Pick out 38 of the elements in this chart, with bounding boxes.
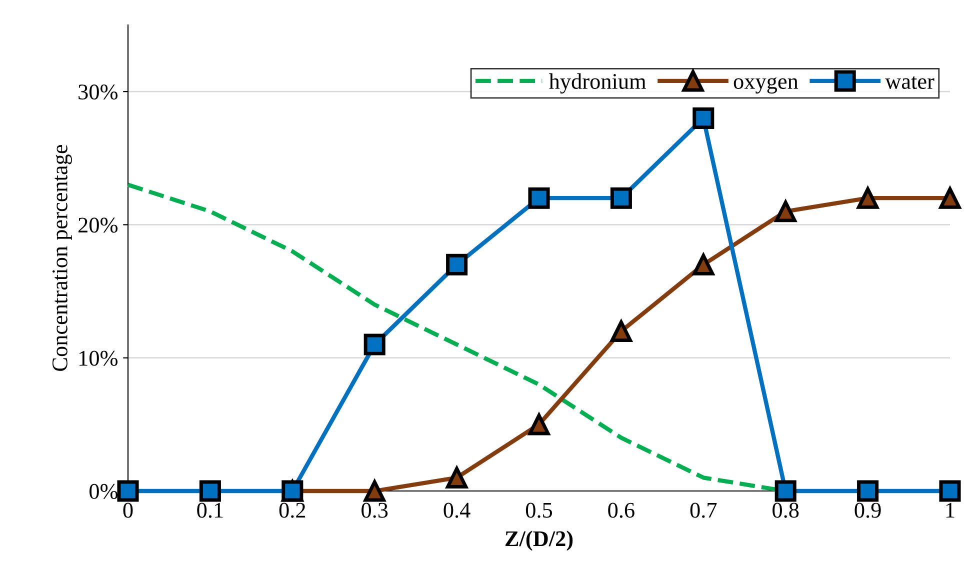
point bbox=[610, 187, 632, 209]
x-tick-label: 0.3 bbox=[362, 502, 388, 518]
point bbox=[364, 480, 386, 502]
y-axis-title: Concentration percentage bbox=[52, 144, 72, 371]
x-tick-label: 0.9 bbox=[854, 502, 881, 518]
point bbox=[528, 414, 550, 436]
point bbox=[199, 480, 221, 502]
legend-label: oxygen bbox=[734, 77, 798, 94]
point bbox=[939, 187, 961, 209]
point bbox=[610, 320, 632, 342]
legend-label: water bbox=[885, 76, 934, 89]
x-tick-label: 1 bbox=[946, 502, 954, 518]
point bbox=[528, 187, 550, 209]
x-axis-title: Z/(D/2) bbox=[506, 530, 573, 551]
x-tick-label: 0.1 bbox=[197, 502, 223, 518]
point bbox=[692, 107, 714, 129]
point bbox=[364, 334, 386, 356]
point bbox=[446, 254, 468, 276]
point bbox=[939, 480, 961, 502]
point bbox=[774, 480, 796, 502]
x-tick-label: 0.7 bbox=[690, 502, 717, 518]
x-tick-label: 0.6 bbox=[608, 502, 634, 518]
y-tick-label: 10% bbox=[80, 350, 118, 366]
x-tick-label: 0 bbox=[123, 502, 133, 518]
point bbox=[774, 200, 796, 222]
legend-label: hydronium bbox=[549, 73, 646, 94]
y-tick-label: 30% bbox=[78, 84, 118, 100]
x-tick-label: 0.5 bbox=[526, 502, 552, 518]
point bbox=[446, 466, 468, 488]
point bbox=[857, 480, 879, 502]
point bbox=[692, 254, 714, 276]
x-tick-label: 0.8 bbox=[772, 502, 799, 518]
x-tick-label: 0.4 bbox=[444, 502, 470, 518]
x-tick-label: 0.2 bbox=[279, 502, 306, 518]
y-tick-label: 20% bbox=[78, 218, 118, 233]
y-tick-label: 0% bbox=[90, 484, 118, 499]
point bbox=[117, 480, 139, 502]
point bbox=[857, 187, 879, 209]
